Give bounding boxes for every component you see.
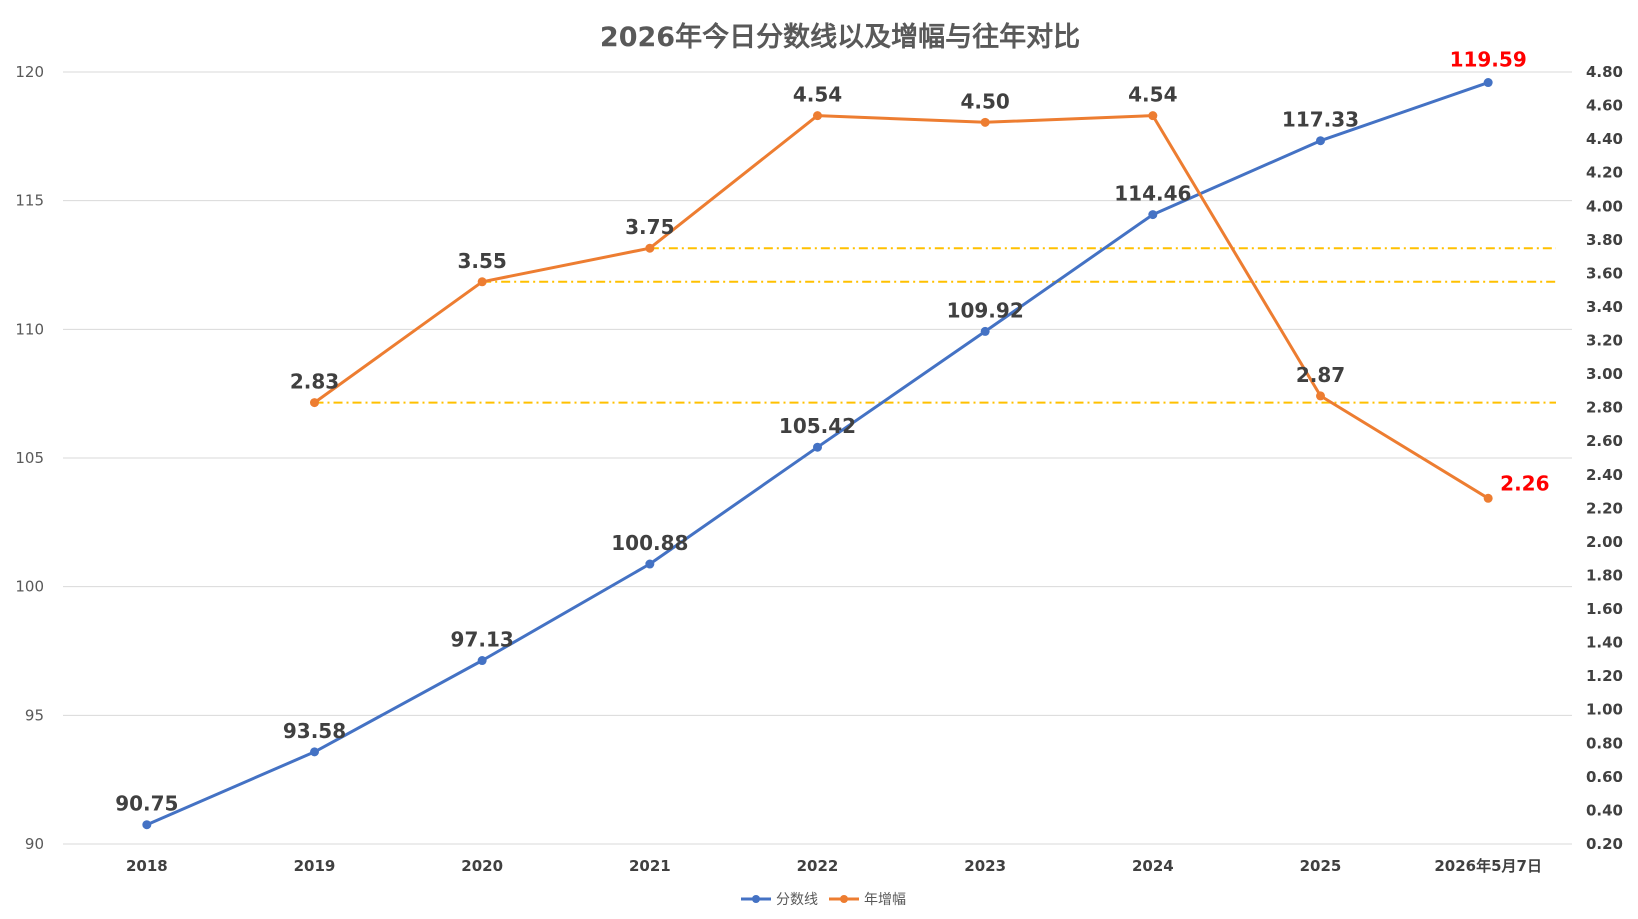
data-label: 4.54 (1128, 83, 1177, 107)
right-tick-label: 3.60 (1586, 264, 1623, 282)
data-point (477, 656, 487, 666)
x-tick-label: 2023 (964, 857, 1006, 875)
right-tick-label: 3.00 (1586, 365, 1623, 383)
x-axis-ticks: 2018 2019 2020 2021 2022 2023 2024 2025 2026年5月7… (126, 857, 1542, 875)
data-label: 4.54 (793, 83, 842, 107)
data-point (813, 442, 822, 452)
data-point (310, 747, 319, 757)
right-tick-label: 1.80 (1586, 566, 1623, 584)
data-point (645, 243, 655, 253)
x-tick-label: 2020 (461, 857, 503, 875)
data-label: 3.55 (457, 249, 506, 273)
right-tick-label: 3.20 (1586, 332, 1623, 350)
left-tick-label: 105 (15, 449, 44, 467)
data-labels: 90.75 93.58 97.13 100.88 105.42 109.92 114.46 1… (115, 48, 1549, 816)
left-axis-ticks: 90 95 100 105 110 115 120 (15, 63, 44, 853)
right-tick-label: 0.40 (1586, 801, 1623, 819)
data-point (1483, 78, 1493, 88)
right-tick-label: 2.60 (1586, 432, 1623, 450)
right-tick-label: 2.40 (1586, 466, 1623, 484)
data-label: 117.33 (1282, 108, 1359, 132)
left-tick-label: 115 (15, 192, 44, 210)
x-tick-label: 2025 (1300, 857, 1342, 875)
data-label: 90.75 (115, 792, 178, 816)
left-tick-label: 120 (15, 63, 44, 81)
left-tick-label: 110 (15, 320, 44, 338)
right-tick-label: 2.20 (1586, 499, 1623, 517)
right-tick-label: 3.80 (1586, 231, 1623, 249)
legend-marker (840, 895, 848, 903)
data-point (1483, 493, 1493, 503)
data-label: 4.50 (960, 89, 1009, 113)
x-tick-label: 2018 (126, 857, 168, 875)
data-label: 2.83 (290, 370, 339, 394)
series-lines (142, 78, 1493, 830)
right-tick-label: 0.20 (1586, 835, 1623, 853)
left-tick-label: 90 (25, 835, 44, 853)
right-tick-label: 1.60 (1586, 600, 1623, 618)
data-label: 2.26 (1500, 471, 1549, 495)
right-tick-label: 2.00 (1586, 533, 1623, 551)
x-tick-label: 2022 (797, 857, 839, 875)
x-tick-label: 2026年5月7日 (1434, 857, 1542, 875)
legend-marker (752, 895, 760, 903)
left-tick-label: 95 (25, 706, 44, 724)
right-tick-label: 1.20 (1586, 667, 1623, 685)
data-label: 97.13 (451, 628, 514, 652)
x-tick-label: 2019 (294, 857, 336, 875)
legend-label: 年增幅 (864, 892, 906, 908)
data-label: 3.75 (625, 215, 674, 239)
data-point (1316, 136, 1325, 146)
data-label: 114.46 (1114, 182, 1191, 206)
data-point (980, 326, 990, 336)
right-tick-label: 4.00 (1586, 197, 1623, 215)
data-point (310, 398, 319, 408)
data-label: 93.58 (283, 719, 346, 743)
legend: 分数线 年增幅 (741, 892, 906, 908)
x-tick-label: 2021 (629, 857, 671, 875)
right-tick-label: 4.20 (1586, 164, 1623, 182)
data-label: 105.42 (779, 414, 856, 438)
right-tick-label: 4.60 (1586, 97, 1623, 115)
x-tick-label: 2024 (1132, 857, 1174, 875)
chart-title: 2026年今日分数线以及增幅与往年对比 (600, 21, 1080, 53)
data-point (142, 820, 152, 830)
right-tick-label: 4.40 (1586, 130, 1623, 148)
data-label: 100.88 (611, 531, 688, 555)
reference-lines (314, 247, 1556, 404)
data-label: 2.87 (1296, 363, 1345, 387)
data-point (645, 559, 655, 569)
right-tick-label: 1.40 (1586, 634, 1623, 652)
left-tick-label: 100 (15, 578, 44, 596)
right-axis-ticks: 0.20 0.40 0.60 0.80 1.00 1.20 1.40 1.60 1.80 2.00… (1586, 63, 1623, 853)
data-point (980, 117, 990, 127)
data-label: 119.59 (1450, 48, 1527, 72)
legend-label: 分数线 (776, 892, 818, 908)
data-point (477, 277, 487, 287)
right-tick-label: 0.60 (1586, 768, 1623, 786)
right-tick-label: 1.00 (1586, 701, 1623, 719)
right-tick-label: 4.80 (1586, 63, 1623, 81)
right-tick-label: 0.80 (1586, 734, 1623, 752)
data-point (1148, 210, 1158, 220)
data-point (813, 111, 822, 121)
right-tick-label: 2.80 (1586, 399, 1623, 417)
data-point (1148, 111, 1158, 121)
data-label: 109.92 (947, 298, 1024, 322)
gridlines (63, 71, 1572, 845)
data-point (1316, 391, 1325, 401)
series-line (313, 114, 1490, 500)
right-tick-label: 3.40 (1586, 298, 1623, 316)
